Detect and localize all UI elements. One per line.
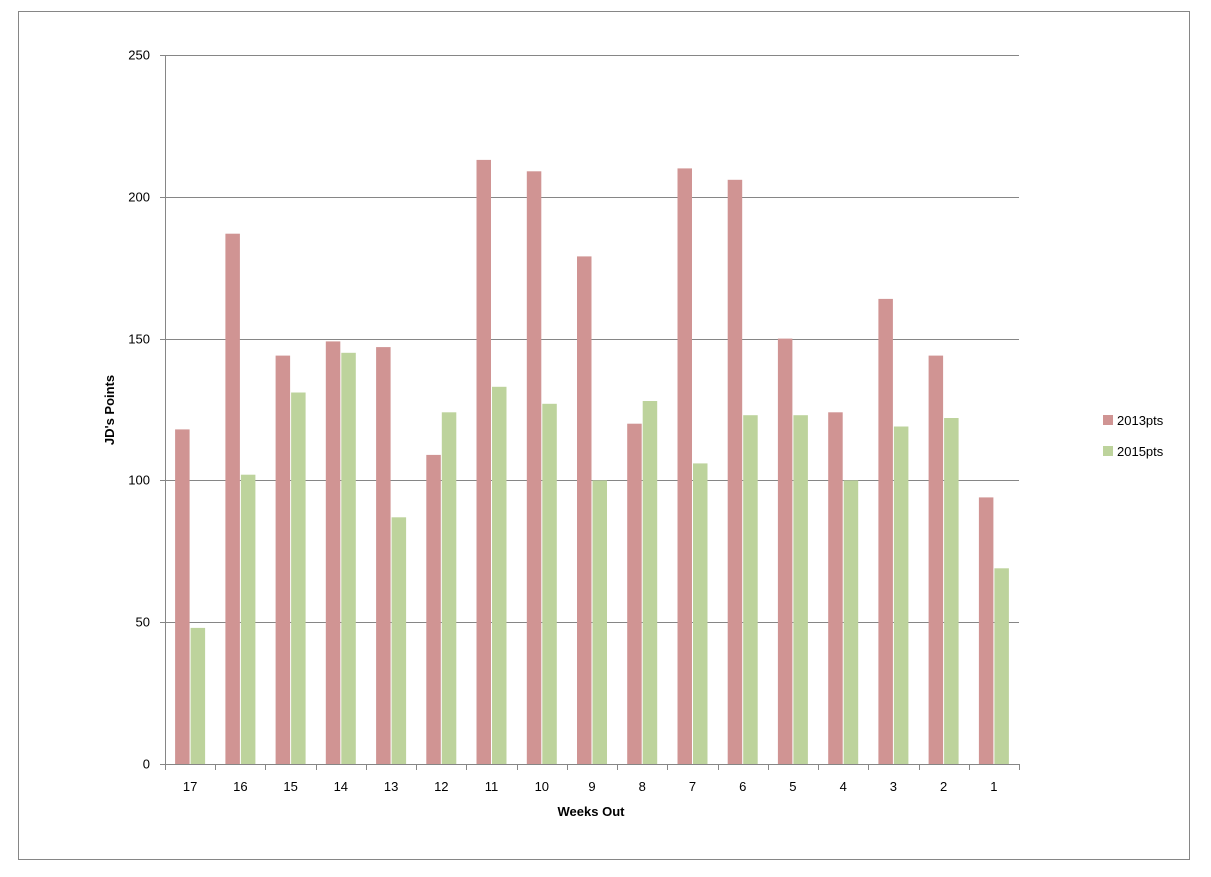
x-tick-label: 3 (890, 779, 897, 794)
x-axis-title: Weeks Out (558, 804, 626, 819)
y-tick-label: 250 (128, 48, 150, 63)
bar-2015pts-4 (843, 480, 859, 764)
bar-2015pts-8 (642, 401, 658, 764)
y-tick-labels: 0 50 100 150 200 250 (128, 48, 150, 772)
legend-label-2015pts: 2015pts (1117, 444, 1164, 459)
y-tick-label: 0 (143, 757, 150, 772)
bar-2013pts-14 (325, 341, 341, 764)
legend-swatch-2015pts (1103, 446, 1113, 456)
bar-2013pts-1 (978, 497, 994, 764)
gridlines (160, 55, 1019, 765)
x-tick-labels: 17 16 15 14 13 12 11 10 9 8 7 6 5 4 3 2 1 (183, 779, 998, 794)
bar-2013pts-17 (175, 429, 190, 764)
x-tick-label: 2 (940, 779, 947, 794)
x-tick-label: 6 (739, 779, 746, 794)
y-axis-title: JD's Points (102, 375, 117, 445)
bar-2015pts-6 (743, 415, 758, 764)
x-tick-label: 14 (334, 779, 348, 794)
x-tick-label: 16 (233, 779, 247, 794)
x-tick-label: 8 (639, 779, 646, 794)
bar-2013pts-15 (275, 355, 291, 764)
x-tick-label: 9 (588, 779, 595, 794)
bar-2015pts-13 (391, 517, 407, 764)
legend-swatch-2013pts (1103, 415, 1113, 425)
bar-2013pts-11 (476, 159, 491, 764)
bar-2015pts-9 (592, 480, 607, 764)
x-tick-label: 1 (990, 779, 997, 794)
axes (165, 55, 1020, 770)
legend: 2013pts 2015pts (1103, 413, 1164, 459)
x-tick-label: 15 (283, 779, 297, 794)
bar-2013pts-16 (225, 233, 240, 764)
x-tick-label: 13 (384, 779, 398, 794)
bar-2015pts-7 (693, 463, 708, 764)
bar-2015pts-2 (944, 418, 959, 764)
bar-2013pts-6 (727, 179, 743, 765)
bar-2013pts-10 (526, 171, 542, 765)
bar-2013pts-7 (677, 168, 692, 764)
bar-2015pts-11 (492, 386, 507, 764)
bar-2015pts-15 (291, 392, 306, 764)
bar-2013pts-9 (577, 256, 592, 764)
y-tick-label: 200 (128, 190, 150, 205)
y-tick-label: 150 (128, 332, 150, 347)
bar-2015pts-16 (240, 474, 256, 764)
bar-2015pts-17 (190, 627, 206, 764)
bar-2013pts-8 (627, 423, 642, 764)
bar-2013pts-12 (426, 454, 441, 764)
y-tick-label: 100 (128, 473, 150, 488)
bar-2015pts-3 (893, 426, 909, 764)
bar-2015pts-14 (341, 352, 356, 764)
bar-2013pts-4 (828, 412, 843, 764)
bar-2015pts-5 (793, 415, 808, 764)
bar-2015pts-12 (441, 412, 457, 764)
bar-2015pts-10 (542, 403, 557, 764)
x-tick-label: 17 (183, 779, 197, 794)
bar-2013pts-5 (777, 338, 793, 764)
bar-2013pts-3 (878, 298, 893, 764)
x-tick-label: 4 (840, 779, 847, 794)
y-tick-label: 50 (136, 615, 150, 630)
x-tick-label: 7 (689, 779, 696, 794)
bar-2013pts-2 (928, 355, 944, 764)
legend-label-2013pts: 2013pts (1117, 413, 1164, 428)
x-tick-label: 10 (535, 779, 549, 794)
bars (175, 159, 1009, 765)
bar-2013pts-13 (376, 347, 391, 764)
bar-2015pts-1 (994, 568, 1009, 764)
x-tick-label: 11 (485, 779, 499, 794)
x-tick-label: 5 (789, 779, 796, 794)
x-tick-label: 12 (434, 779, 448, 794)
